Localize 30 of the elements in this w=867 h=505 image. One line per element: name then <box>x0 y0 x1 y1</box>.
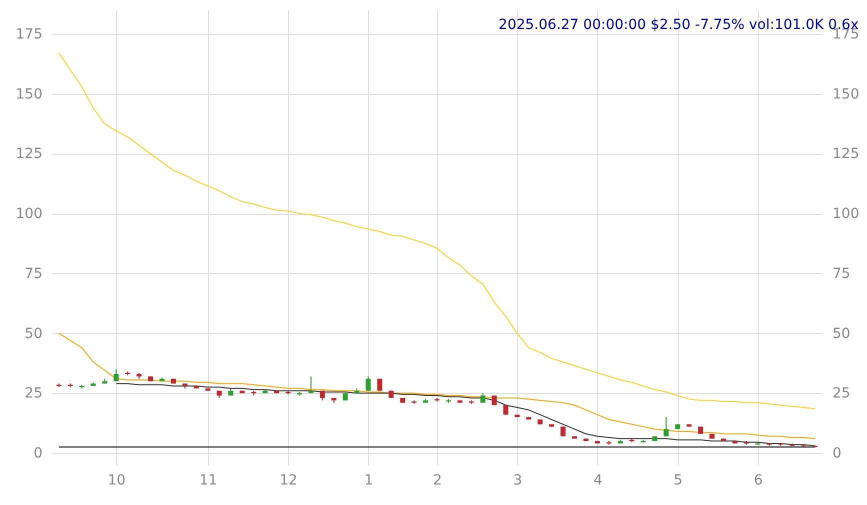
y-tick-label: 100 <box>16 206 42 222</box>
candlestick <box>560 426 566 437</box>
y-tick-label: 175 <box>16 26 42 42</box>
x-tick-label: 1 <box>364 472 374 488</box>
y-tick-label: 25 <box>24 386 42 402</box>
y2-tick-label: 25 <box>832 386 850 402</box>
y2-tick-label: 50 <box>832 326 850 342</box>
y-tick-label: 125 <box>16 146 42 162</box>
x-tick-label: 10 <box>108 472 126 488</box>
line-series <box>58 52 816 410</box>
candlestick <box>366 376 371 392</box>
y-tick-label: 150 <box>16 86 42 102</box>
line-series <box>58 332 816 440</box>
y2-tick-label: 125 <box>832 146 860 162</box>
y2-tick-label: 150 <box>832 86 860 102</box>
x-tick-label: 12 <box>280 472 298 488</box>
candlestick <box>664 416 669 437</box>
line-series <box>116 383 816 446</box>
y2-tick-label: 75 <box>832 266 850 282</box>
x-tick-label: 4 <box>593 472 602 488</box>
y-tick-label: 75 <box>24 266 42 282</box>
x-tick-label: 6 <box>754 472 763 488</box>
y2-tick-label: 100 <box>832 206 860 222</box>
x-tick-label: 11 <box>199 472 218 488</box>
x-tick-label: 3 <box>513 472 522 488</box>
y-tick-label: 50 <box>24 326 42 342</box>
x-tick-label: 5 <box>674 472 683 488</box>
x-tick-label: 2 <box>433 472 442 488</box>
y-tick-label: 0 <box>34 446 42 462</box>
y2-tick-label: 0 <box>832 446 842 462</box>
